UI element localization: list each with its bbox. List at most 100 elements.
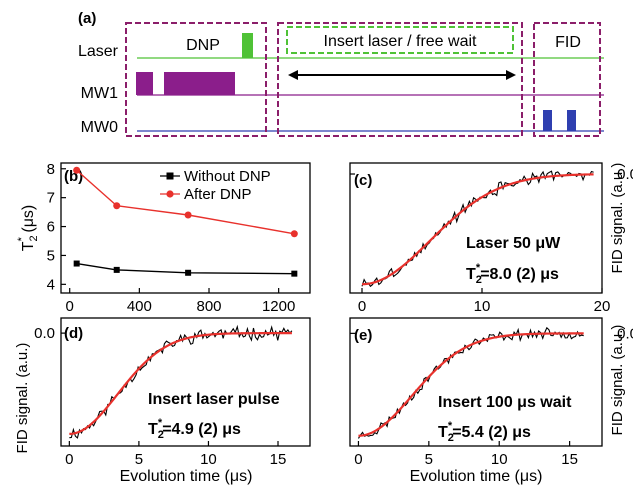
- panel-e-ticks: 0 5 10 15 0.0: [350, 325, 633, 468]
- panel-d-annotation-2: T2*=4.9 (2) μs: [148, 417, 241, 441]
- b-point-after-3: [290, 230, 298, 238]
- panel-e-annotation-1: Insert 100 μs wait: [438, 394, 572, 411]
- panel-c-letter: (c): [354, 172, 372, 189]
- annot-c-sup: *: [476, 262, 481, 274]
- panel-a-letter: (a): [78, 10, 96, 27]
- c-xtick-label-0: 0: [358, 298, 366, 315]
- panel-d-letter: (d): [64, 325, 83, 342]
- e-xtick-label-1: 5: [425, 451, 433, 468]
- e-ytick-label-0: 0.0: [617, 325, 633, 342]
- panel-c-fid: (c) 0 10 20 0.0 FID signal. (a.u.) Laser 50…: [349, 162, 633, 315]
- fid-label: FID: [555, 34, 581, 51]
- b-point-without-2: [185, 269, 192, 276]
- annot-d-t: T: [148, 421, 158, 438]
- annot-e-rest: =5.4 (2) μs: [452, 424, 531, 441]
- fid-box: [533, 22, 601, 137]
- d-xtick-label-0: 0: [65, 451, 73, 468]
- annot-d-sup: *: [158, 417, 163, 429]
- panel-c-ylabel: FID signal. (a.u.): [609, 163, 626, 274]
- b-xtick-label-3: 1200: [262, 298, 295, 315]
- panel-e-traces: [357, 326, 584, 439]
- panel-b-series: [73, 166, 298, 277]
- panel-d-traces: [69, 324, 293, 439]
- panel-d-ylabel: FID signal. (a.u.): [14, 343, 31, 454]
- dnp-label: DNP: [186, 37, 220, 54]
- panel-e-frame: [349, 317, 603, 447]
- panel-c-annotation-1: Laser 50 μW: [466, 235, 561, 252]
- legend-marker-after: [166, 190, 174, 198]
- b-point-after-1: [113, 202, 121, 210]
- annot-e-t: T: [438, 424, 448, 441]
- legend: Without DNP After DNP: [160, 168, 271, 203]
- b-xtick-label-1: 400: [127, 298, 152, 315]
- insert-label: Insert laser / free wait: [324, 33, 478, 50]
- e-fit-curve: [358, 332, 584, 437]
- annot-c-t: T: [466, 266, 476, 283]
- b-ytick-label-3: 7: [47, 190, 55, 207]
- wait-arrow: [288, 70, 516, 80]
- panel-d-annotation-1: Insert laser pulse: [148, 391, 280, 408]
- panel-d-frame: [60, 317, 311, 447]
- panel-e-ylabel: FID signal. (a.u.): [609, 325, 626, 436]
- d-xtick-label-2: 10: [200, 451, 217, 468]
- panel-e-fid: (e) 0 5 10 15 0.0 FID signal. (a.u.) Evoluti…: [349, 317, 633, 485]
- annot-c-rest: =8.0 (2) μs: [480, 266, 559, 283]
- e-xtick-label-0: 0: [354, 451, 362, 468]
- panel-c-frame: [349, 162, 603, 294]
- panel-d-xlabel: Evolution time (μs): [120, 468, 253, 485]
- panel-e-annotation-2: T2*=5.4 (2) μs: [438, 420, 531, 444]
- row-label-mw0: MW0: [81, 119, 118, 136]
- b-ytick-label-1: 5: [47, 247, 55, 264]
- c-xtick-label-1: 10: [474, 298, 491, 315]
- panel-c-annotation-2: T2*=8.0 (2) μs: [466, 262, 559, 286]
- annot-c-sub: 2: [476, 274, 482, 286]
- ylabel-t: T: [20, 241, 37, 251]
- d-fit-curve: [69, 332, 292, 436]
- ylabel-sub: 2: [28, 235, 40, 241]
- b-ytick-label-4: 8: [47, 161, 55, 178]
- b-point-after-2: [184, 211, 192, 219]
- d-xtick-label-1: 5: [135, 451, 143, 468]
- d-ytick-label-0: 0.0: [34, 325, 55, 342]
- insert-label-box: [286, 26, 514, 54]
- panel-a: (a) Laser MW1 MW0 DNP Insert laser / fre…: [78, 10, 604, 137]
- b-point-after-0: [73, 166, 81, 174]
- b-series-line-1: [76, 169, 295, 235]
- b-xtick-label-2: 800: [196, 298, 221, 315]
- annot-e-sub: 2: [448, 432, 454, 444]
- ylabel-unit: (μs): [20, 205, 37, 237]
- panel-b-ticks: 0 400 800 1200 4 5 6 7 8: [47, 161, 296, 315]
- ylabel-sup: *: [16, 236, 28, 241]
- c-ytick-label-0: 0.0: [617, 166, 633, 183]
- panel-b-frame: [60, 162, 311, 294]
- panel-b-ylabel: T2* (μs): [16, 205, 40, 252]
- b-point-without-3: [291, 270, 298, 277]
- b-xtick-label-0: 0: [66, 298, 74, 315]
- c-xtick-label-2: 20: [594, 298, 611, 315]
- mw1-pulse-1: [136, 72, 153, 95]
- annot-d-rest: =4.9 (2) μs: [162, 421, 241, 438]
- mw0-pulse-2: [567, 110, 576, 131]
- c-fit-curve: [361, 173, 594, 286]
- mw0-pulse-1: [543, 110, 552, 131]
- legend-marker-without: [166, 172, 174, 180]
- d-xtick-label-3: 15: [270, 451, 287, 468]
- b-ytick-label-2: 6: [47, 219, 55, 236]
- annot-e-sup: *: [448, 420, 453, 432]
- row-label-laser: Laser: [78, 43, 119, 60]
- legend-label-without: Without DNP: [184, 168, 271, 185]
- mw1-pulse-2: [164, 72, 235, 95]
- annot-d-sub: 2: [158, 429, 164, 441]
- panel-e-xlabel: Evolution time (μs): [410, 468, 543, 485]
- b-ytick-label-0: 4: [47, 276, 55, 293]
- b-point-without-1: [113, 266, 120, 273]
- b-point-without-0: [73, 260, 80, 267]
- panel-d-ticks: 0 5 10 15 0.0: [34, 325, 286, 468]
- panel-d-fid: (d) 0 5 10 15 0.0 FID signal. (a.u.) Evoluti…: [14, 317, 311, 485]
- laser-pulse: [242, 33, 253, 58]
- legend-label-after: After DNP: [184, 186, 252, 203]
- panel-c-ticks: 0 10 20 0.0: [350, 166, 633, 315]
- e-xtick-label-2: 10: [491, 451, 508, 468]
